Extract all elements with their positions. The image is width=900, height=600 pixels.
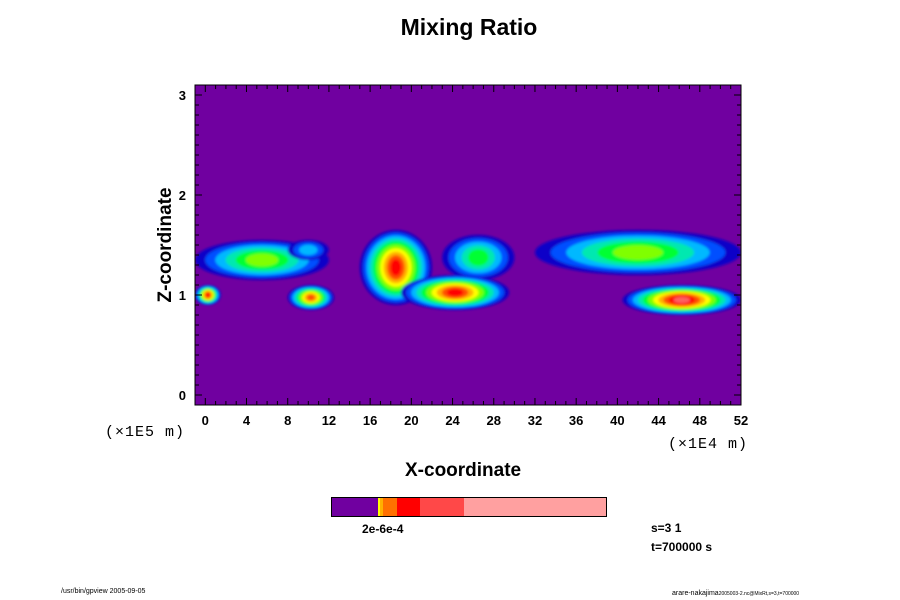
cloud-band — [287, 285, 335, 310]
x-tick-label: 36 — [569, 413, 583, 428]
cloud-contour — [468, 249, 489, 266]
y-scale-note: (×1E5 m) — [105, 424, 186, 441]
step-annotation: s=3 1 — [651, 521, 682, 535]
cloud-contour — [206, 292, 210, 298]
x-tick-label: 44 — [651, 413, 666, 428]
y-tick-label: 1 — [179, 288, 186, 303]
cloud-band — [359, 230, 432, 305]
y-tick-label: 3 — [179, 88, 186, 103]
cloud-contour — [299, 244, 318, 256]
x-tick-label: 52 — [734, 413, 748, 428]
colorbar-segment — [464, 498, 606, 516]
colorbar-segment — [377, 498, 380, 516]
footer-right-main: arare-nakajima — [672, 590, 719, 597]
colorbar-segment — [396, 498, 420, 516]
cloud-contour — [307, 294, 315, 301]
chart-title: Mixing Ratio — [400, 14, 538, 40]
x-axis-label: X-coordinate — [405, 460, 522, 481]
y-tick-label: 0 — [179, 388, 186, 403]
cloud-band — [535, 230, 741, 275]
x-tick-label: 24 — [445, 413, 460, 428]
x-tick-label: 48 — [693, 413, 707, 428]
cloud-contour — [390, 259, 402, 276]
colorbar-segment — [332, 498, 378, 516]
colorbar-segment — [419, 498, 465, 516]
colorbar — [331, 497, 607, 517]
axis-ticks — [195, 85, 742, 405]
cloud-band — [195, 285, 221, 305]
cloud-field — [195, 230, 741, 315]
footer-right-small: 2005003-2.nc@MixRt,s=3,t=700000 — [718, 591, 800, 597]
cloud-contour — [245, 253, 279, 267]
colorbar-label: 2e-6e-4 — [362, 522, 404, 536]
cloud-band — [287, 240, 329, 260]
x-tick-label: 12 — [322, 413, 336, 428]
colorbar-segment — [383, 498, 397, 516]
x-tick-label: 40 — [610, 413, 624, 428]
cloud-contour — [446, 288, 464, 297]
cloud-contour — [613, 245, 663, 260]
footer-left: /usr/bin/gpview 2005-09-05 — [61, 588, 146, 595]
y-axis-label: Z-coordinate — [155, 187, 176, 303]
x-tick-label: 32 — [528, 413, 542, 428]
cloud-band — [401, 275, 510, 310]
x-tick-label: 4 — [243, 413, 251, 428]
x-tick-label: 20 — [404, 413, 418, 428]
footer-right: arare-nakajima2005003-2.nc@MixRt,s=3,t=7… — [672, 590, 799, 597]
time-annotation: t=700000 s — [651, 540, 713, 554]
cloud-band — [442, 235, 515, 280]
x-tick-label: 28 — [487, 413, 501, 428]
x-tick-label: 8 — [284, 413, 291, 428]
x-scale-note: (×1E4 m) — [668, 436, 749, 453]
y-tick-label: 2 — [179, 188, 186, 203]
cloud-band — [622, 285, 741, 315]
x-tick-label: 16 — [363, 413, 377, 428]
colorbar-segment — [379, 498, 384, 516]
cloud-contour — [673, 296, 690, 304]
x-tick-label: 0 — [202, 413, 209, 428]
